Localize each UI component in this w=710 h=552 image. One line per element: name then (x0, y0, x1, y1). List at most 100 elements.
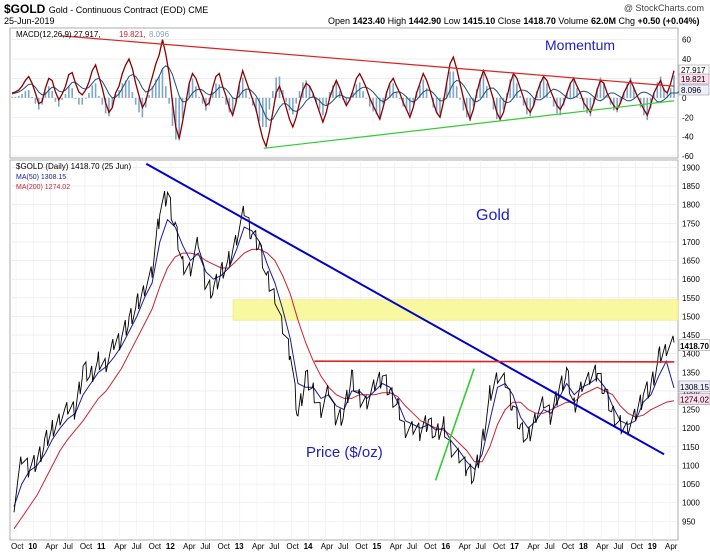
price-y-tick: 1200 (682, 424, 700, 433)
close-value: 1418.70 (523, 16, 556, 26)
x-tick-label: Jul (269, 542, 279, 551)
low-label: Low (443, 16, 461, 26)
price-last-value-box (678, 339, 710, 352)
x-tick-label: Apr (596, 542, 609, 551)
macd-y-tick: -40 (682, 133, 694, 142)
volume-label: Volume (558, 16, 589, 26)
ticker-title: $GOLD Gold - Continuous Contract (EOD) C… (4, 2, 208, 16)
close-label: Close (497, 16, 521, 26)
x-tick-label: Oct (11, 542, 24, 551)
chg-label: Chg (618, 16, 635, 26)
price-y-tick: 1600 (682, 275, 700, 284)
ma50-legend: MA(50) 1308.15 (16, 174, 66, 181)
x-tick-label: Jul (200, 542, 210, 551)
x-tick-label: Apr (45, 542, 58, 551)
ticker-name: Gold - Continuous Contract (EOD) CME (48, 5, 209, 15)
x-tick-label: Apr (527, 542, 540, 551)
macd-legend: MACD(12,26,9) 27.917, (16, 30, 101, 39)
x-tick-label: Apr (252, 542, 265, 551)
price-y-tick: 1050 (682, 480, 700, 489)
price-last-value-box (678, 380, 710, 393)
macd-signal-legend: 19.821, (119, 30, 146, 39)
price-y-tick: 1550 (682, 294, 700, 303)
price-y-tick: 1250 (682, 406, 700, 415)
x-tick-label: Jul (131, 542, 141, 551)
chart-header: $GOLD Gold - Continuous Contract (EOD) C… (0, 0, 710, 30)
macd-y-tick: -20 (682, 113, 694, 122)
macd-signal-line (11, 65, 685, 121)
x-tick-label: Oct (218, 542, 231, 551)
volume-value: 62.0M (590, 16, 616, 26)
price-y-tick: 1450 (682, 331, 700, 340)
x-tick-label: 15 (372, 542, 381, 551)
macd-trendline (263, 100, 675, 149)
x-tick-label: Jul (613, 542, 623, 551)
macd-last-value-box (678, 84, 710, 96)
macd-line (11, 39, 675, 149)
x-tick-label: Oct (424, 542, 437, 551)
brand-label: @ StockCharts.com (623, 3, 704, 13)
x-tick-label: Apr (390, 542, 403, 551)
x-tick-label: 11 (97, 542, 106, 551)
x-tick-label: 19 (648, 542, 657, 551)
x-tick-label: Oct (355, 542, 368, 551)
macd-last-value: 8.096 (681, 86, 702, 95)
ma200-legend: MA(200) 1274.02 (16, 184, 70, 191)
price-y-tick: 1800 (682, 201, 700, 210)
price-y-tick: 1500 (682, 312, 700, 321)
x-tick-label: Jul (63, 542, 73, 551)
x-tick-label: 13 (235, 542, 244, 551)
x-tick-label: 10 (28, 542, 37, 551)
price-annotation: Price ($/oz) (306, 444, 383, 461)
price-trendline (145, 162, 665, 456)
price-y-tick: 1000 (682, 499, 700, 508)
price-y-tick: 1750 (682, 219, 700, 228)
ma200-line (13, 248, 675, 530)
low-value: 1415.10 (462, 16, 496, 26)
x-tick-label: 12 (166, 542, 175, 551)
ma50-line (13, 218, 675, 507)
macd-y-tick: 40 (682, 55, 691, 64)
price-y-tick: 1700 (682, 238, 700, 247)
price-last-value: 1274.02 (680, 396, 709, 405)
x-tick-label: 16 (441, 542, 450, 551)
x-tick-label: Oct (631, 542, 644, 551)
x-tick-label: Apr (183, 542, 196, 551)
price-last-value-box (678, 393, 710, 405)
price-trendline (314, 360, 675, 363)
ohlc-readout: Open 1423.40 High 1442.90 Low 1415.10 Cl… (328, 16, 700, 26)
x-tick-label: Apr (114, 542, 127, 551)
x-tick-label: 18 (579, 542, 588, 551)
x-tick-label: Oct (286, 542, 299, 551)
macd-y-tick: -60 (682, 152, 694, 161)
high-label: High (387, 16, 407, 26)
price-y-tick: 950 (682, 517, 696, 526)
x-tick-label: 14 (304, 542, 313, 551)
x-tick-label: Jul (545, 542, 555, 551)
macd-last-value: 27.917 (681, 66, 706, 75)
x-tick-label: Oct (562, 542, 575, 551)
macd-last-value-box (678, 73, 710, 85)
x-tick-label: Jul (338, 542, 348, 551)
price-y-tick: 1400 (682, 350, 700, 359)
price-panel-frame (9, 159, 679, 541)
price-y-tick: 1350 (682, 368, 700, 377)
high-value: 1442.90 (408, 16, 442, 26)
resistance-zone-band (232, 299, 679, 321)
macd-last-value: 19.821 (681, 75, 706, 84)
price-trendline (434, 368, 475, 481)
chg-value: +0.50 (+0.04%) (637, 16, 700, 26)
x-tick-label: Oct (80, 542, 93, 551)
x-tick-label: Oct (493, 542, 506, 551)
macd-y-tick: 0 (682, 94, 687, 103)
gold-annotation: Gold (476, 207, 510, 224)
price-y-tick: 1100 (682, 461, 700, 470)
price-last-value: 1418.70 (680, 342, 709, 351)
x-tick-label: Apr (665, 542, 678, 551)
momentum-annotation: Momentum (545, 37, 615, 53)
price-y-tick: 1150 (682, 443, 700, 452)
price-y-tick: 1650 (682, 257, 700, 266)
macd-y-tick: 60 (682, 36, 691, 45)
macd-trendline (60, 35, 675, 87)
